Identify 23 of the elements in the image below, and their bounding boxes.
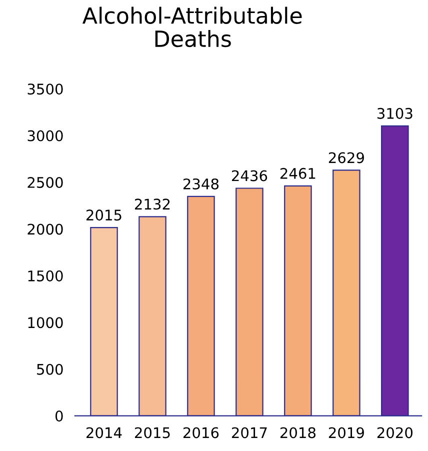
x-tick-label: 2016 (183, 427, 219, 438)
chart-title: Alcohol-Attributable Deaths (82, 6, 302, 48)
x-tick-label: 2017 (232, 427, 267, 438)
x-tick-label: 2020 (377, 427, 412, 438)
data-label: 2132 (134, 198, 170, 210)
data-label: 2436 (232, 170, 268, 182)
x-tick-label: 2019 (328, 427, 364, 438)
y-tick-label: 2500 (28, 176, 63, 188)
data-label: 3103 (377, 108, 412, 119)
x-tick-label: 2018 (280, 427, 316, 438)
data-label: 2461 (280, 168, 316, 179)
y-tick-label: 500 (37, 364, 63, 375)
y-tick-label: 2000 (28, 224, 63, 235)
y-tick-label: 1500 (28, 270, 63, 282)
x-tick-label: 2015 (134, 427, 170, 438)
y-tick-label: 0 (55, 410, 63, 422)
y-tick-label: 3000 (28, 130, 63, 142)
data-label: 2629 (328, 152, 364, 164)
data-label: 2015 (86, 210, 122, 221)
y-tick-label: 1000 (28, 317, 63, 328)
y-tick-label: 3500 (28, 84, 63, 95)
data-label: 2348 (183, 178, 219, 190)
x-tick-label: 2014 (86, 427, 122, 438)
